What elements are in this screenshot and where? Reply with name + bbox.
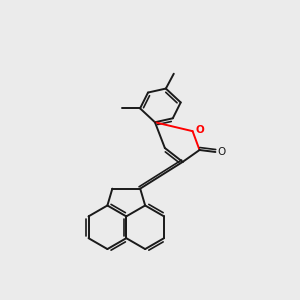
Text: O: O <box>218 147 226 157</box>
Text: O: O <box>196 125 204 135</box>
